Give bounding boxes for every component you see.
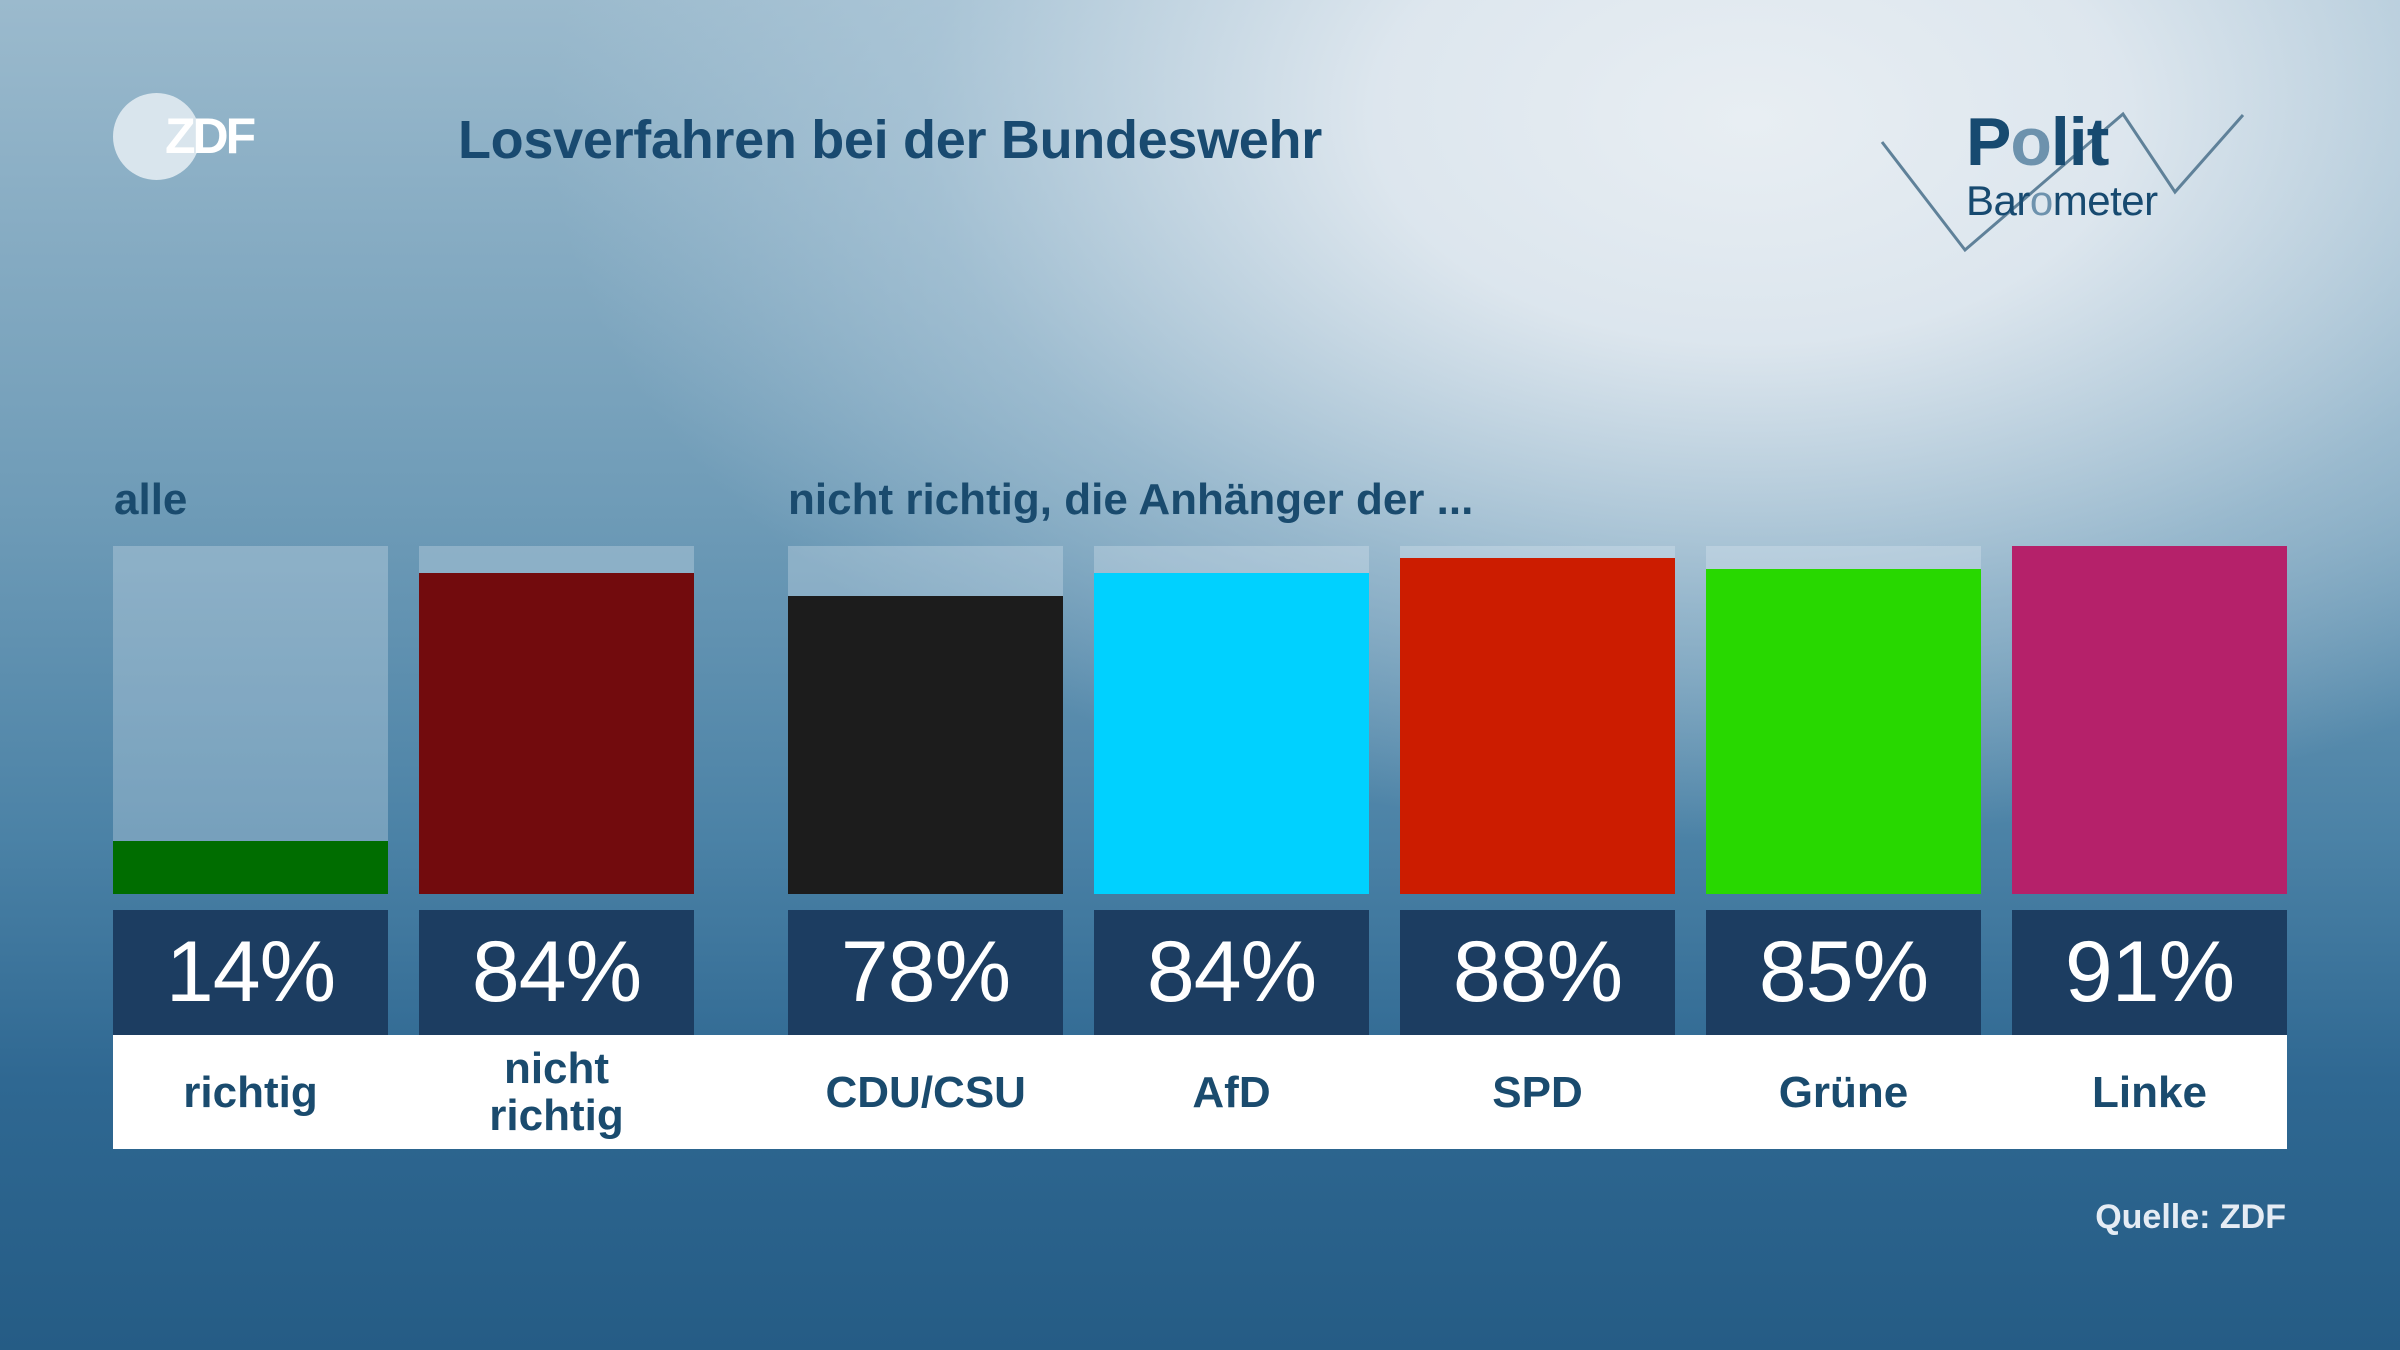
bar-spd	[1400, 557, 1675, 894]
zdf-logo-text: ZDF	[165, 108, 256, 164]
bar-afd	[1094, 572, 1369, 894]
value-label-spd: 88%	[1400, 910, 1675, 1035]
group-label-party-supporters: nicht richtig, die Anhänger der ...	[788, 475, 1474, 524]
zigzag-line-icon	[1880, 111, 2245, 253]
bar-cdu-csu	[788, 595, 1063, 894]
group-label-all: alle	[114, 475, 188, 524]
category-label-afd: AfD	[1192, 1067, 1271, 1117]
politbarometer-logo: Polit Barometer	[1860, 84, 2260, 260]
value-label-grüne: 85%	[1706, 910, 1981, 1035]
category-label-linke: Linke	[2092, 1067, 2207, 1117]
zdf-logo-circle-icon	[113, 93, 200, 180]
category-label-grüne: Grüne	[1778, 1067, 1909, 1117]
category-label-spd: SPD	[1492, 1067, 1583, 1117]
value-label-richtig: 14%	[113, 910, 388, 1035]
category-label-nicht-richtig: nicht richtig	[489, 1044, 624, 1140]
zdf-logo: ZDF	[113, 93, 283, 180]
bar-track	[113, 546, 388, 894]
value-label-cdu-csu: 78%	[788, 910, 1063, 1035]
source-note: Quelle: ZDF	[2095, 1198, 2286, 1236]
category-label-cdu-csu: CDU/CSU	[825, 1067, 1026, 1117]
chart-title: Losverfahren bei der Bundeswehr	[458, 110, 1322, 170]
value-label-linke: 91%	[2012, 910, 2287, 1035]
category-label-strip	[113, 1035, 2287, 1149]
bar-richtig	[113, 840, 388, 894]
barometer-word: Barometer	[1966, 177, 2158, 224]
bar-track	[1400, 546, 1675, 894]
bar-grüne	[1706, 568, 1981, 894]
bar-track	[419, 546, 694, 894]
bar-track	[2012, 546, 2287, 894]
value-label-nicht-richtig: 84%	[419, 910, 694, 1035]
bar-track	[1706, 546, 1981, 894]
category-label-richtig: richtig	[183, 1067, 318, 1117]
bar-nicht-richtig	[419, 572, 694, 894]
bar-track	[788, 546, 1063, 894]
value-label-afd: 84%	[1094, 910, 1369, 1035]
bar-linke	[2012, 546, 2287, 894]
bar-track	[1094, 546, 1369, 894]
polit-word: Polit	[1966, 104, 2109, 180]
